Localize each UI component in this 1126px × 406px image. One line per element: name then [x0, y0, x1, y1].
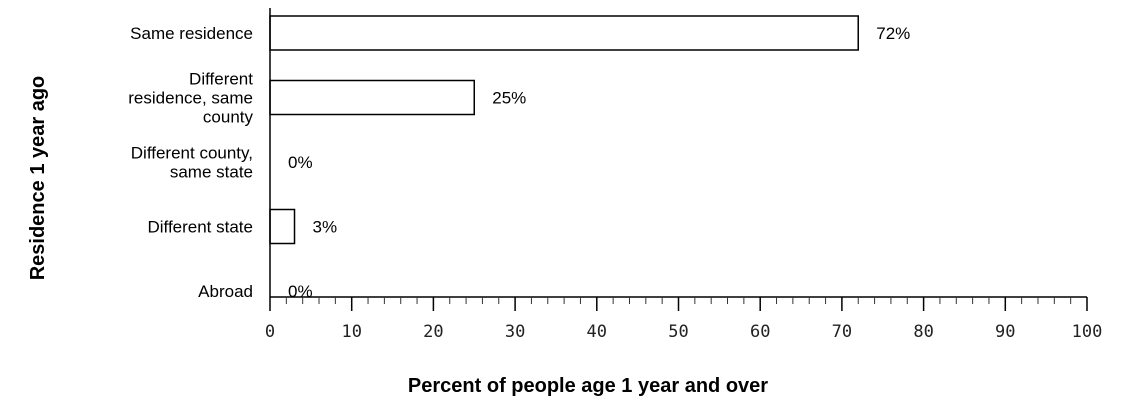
category-label: county [203, 108, 254, 127]
category-label: Abroad [198, 282, 253, 301]
x-tick-label: 60 [750, 322, 770, 342]
data-label: 0% [288, 153, 313, 172]
axis-layer: 0 10 20 30 40 50 60 70 80 90 100 [265, 8, 1102, 342]
x-axis-title: Percent of people age 1 year and over [408, 375, 768, 397]
category-label: Different county, [131, 144, 253, 163]
x-tick-label: 10 [341, 322, 361, 342]
x-tick-label: 100 [1072, 322, 1103, 342]
category-label: Different state [147, 218, 253, 237]
bar [269, 208, 296, 245]
x-tick-label: 90 [995, 322, 1015, 342]
x-tick-label: 0 [265, 322, 275, 342]
data-label: 25% [492, 89, 526, 108]
category-label: same state [170, 163, 253, 182]
category-label: Different [189, 70, 253, 89]
category-label: residence, same [128, 89, 253, 108]
x-tick-label: 20 [423, 322, 443, 342]
data-label: 3% [313, 218, 338, 237]
x-tick-label: 70 [832, 322, 852, 342]
y-axis-title: Residence 1 year ago [27, 76, 49, 281]
data-label: 0% [288, 282, 313, 301]
bar [269, 15, 859, 51]
bar [269, 79, 475, 116]
x-tick-label: 40 [587, 322, 607, 342]
category-label: Same residence [130, 24, 253, 43]
data-label: 72% [876, 24, 910, 43]
x-tick-label: 50 [668, 322, 688, 342]
bars-layer: 72% Same residence 25% Differentresidence, … [128, 15, 910, 301]
x-tick-label: 30 [505, 322, 525, 342]
x-tick-label: 80 [913, 322, 933, 342]
